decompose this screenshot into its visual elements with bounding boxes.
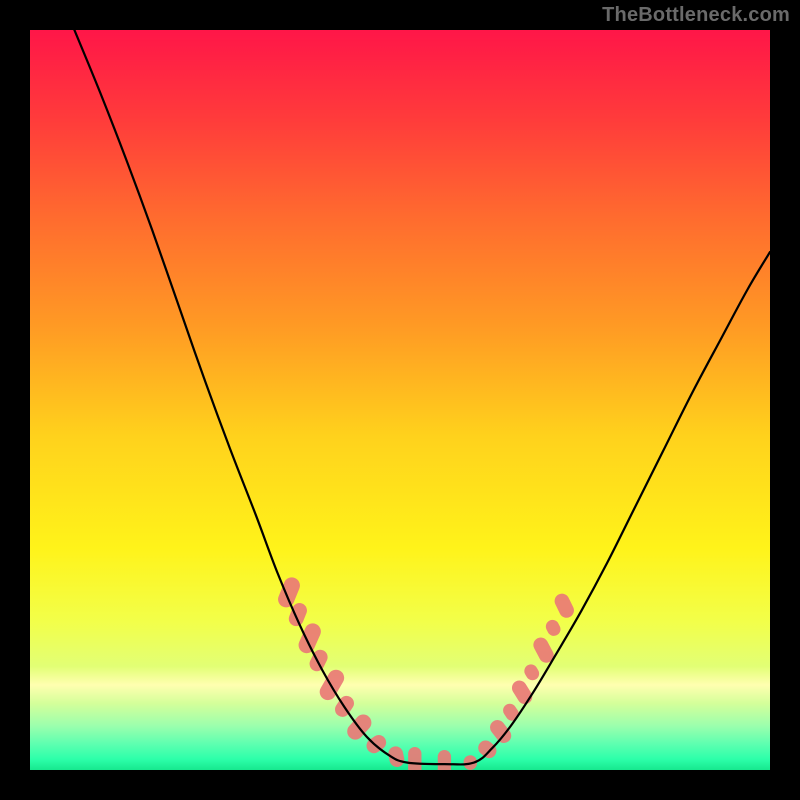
chart-frame: TheBottleneck.com xyxy=(0,0,800,800)
plot-area xyxy=(30,30,770,770)
data-marker xyxy=(487,717,514,746)
data-marker xyxy=(438,750,451,770)
watermark-label: TheBottleneck.com xyxy=(602,4,790,27)
data-marker xyxy=(408,747,421,770)
data-marker xyxy=(552,591,576,620)
curve-layer xyxy=(30,30,770,770)
bottleneck-curve xyxy=(74,30,770,764)
data-marker xyxy=(501,701,522,723)
data-marker xyxy=(522,662,542,683)
marker-cluster xyxy=(276,575,577,770)
data-marker xyxy=(475,737,499,761)
data-marker xyxy=(544,618,563,639)
data-marker xyxy=(509,678,535,707)
